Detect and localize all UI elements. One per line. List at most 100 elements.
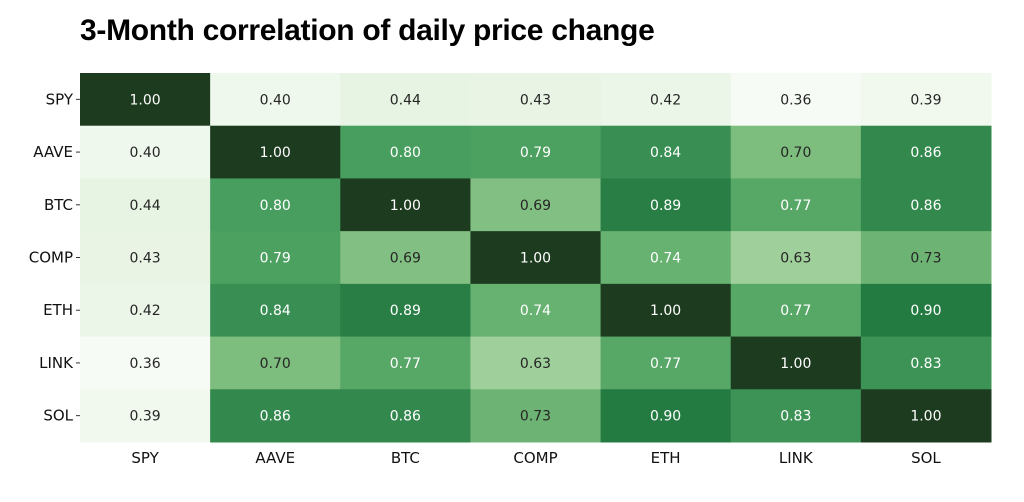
cell-value-label: 1.00: [260, 145, 291, 161]
heatmap-cell-btc-spy: [80, 178, 211, 232]
cell-value-labels: 1.00 0.40 0.44 0.43 0.42 0.36 0.39 0.40 1.00 0.80…: [129, 92, 941, 424]
x-tick-label-eth: ETH: [651, 449, 681, 467]
cell-value-label: 0.63: [520, 356, 551, 372]
heatmap-cell-spy-link: [730, 73, 862, 127]
heatmap-cell-comp-spy: [80, 231, 211, 285]
y-tick-label-link: LINK: [39, 354, 74, 372]
cell-value-label: 0.40: [129, 145, 160, 161]
cell-value-label: 0.77: [780, 303, 811, 319]
heatmap-cell-btc-comp: [470, 178, 602, 232]
cell-value-label: 1.00: [129, 92, 160, 108]
cell-value-label: 0.83: [910, 356, 941, 372]
cell-value-label: 0.86: [910, 198, 941, 214]
cell-value-label: 1.00: [650, 303, 681, 319]
heatmap-cell-link-btc: [340, 336, 471, 390]
cell-value-label: 0.86: [910, 145, 941, 161]
cell-value-label: 0.39: [910, 92, 941, 108]
cell-value-label: 1.00: [390, 198, 421, 214]
cell-value-label: 0.84: [650, 145, 681, 161]
heatmap-cell-link-aave: [210, 336, 341, 390]
cell-value-label: 0.77: [390, 356, 421, 372]
heatmap-cell-sol-comp: [470, 389, 602, 443]
x-tick-label-sol: SOL: [911, 449, 941, 467]
y-tick-label-eth: ETH: [43, 301, 73, 319]
heatmap-cell-sol-spy: [80, 389, 211, 443]
cell-value-label: 0.70: [260, 356, 291, 372]
heatmap-cell-eth-link: [730, 283, 862, 338]
heatmap-cell-spy-spy: [80, 73, 211, 127]
cell-value-label: 0.83: [780, 409, 811, 425]
heatmap-cell-btc-eth: [600, 178, 732, 232]
cell-value-label: 0.79: [520, 145, 551, 161]
cell-value-label: 0.90: [910, 303, 941, 319]
heatmap-cell-spy-eth: [600, 73, 732, 127]
cell-value-label: 0.86: [260, 409, 291, 425]
cell-value-label: 0.80: [260, 198, 291, 214]
cell-value-label: 0.43: [520, 92, 551, 108]
y-tick-label-btc: BTC: [44, 196, 73, 214]
heatmap-cell-spy-sol: [860, 73, 992, 127]
heatmap-cell-comp-aave: [210, 231, 341, 285]
cell-value-label: 0.74: [520, 303, 551, 319]
heatmap-cell-eth-aave: [210, 283, 341, 338]
cell-value-label: 0.90: [650, 409, 681, 425]
cell-value-label: 0.73: [910, 251, 941, 267]
heatmap-cell-aave-eth: [600, 125, 732, 179]
cell-value-label: 0.44: [390, 92, 421, 108]
heatmap-cell-link-link: [730, 336, 862, 390]
cell-value-label: 0.79: [260, 251, 291, 267]
heatmap-cell-spy-aave: [210, 73, 341, 127]
cell-value-label: 0.77: [650, 356, 681, 372]
heatmap-cell-aave-comp: [470, 125, 602, 179]
cell-value-label: 0.42: [129, 303, 160, 319]
heatmap-cell-link-eth: [600, 336, 732, 390]
heatmap-cells: [80, 73, 992, 443]
y-tick-label-comp: COMP: [29, 249, 73, 267]
heatmap-cell-link-sol: [860, 336, 992, 390]
heatmap-cell-spy-comp: [470, 73, 602, 127]
heatmap-cell-link-comp: [470, 336, 602, 390]
heatmap-cell-aave-spy: [80, 125, 211, 179]
cell-value-label: 0.42: [650, 92, 681, 108]
cell-value-label: 1.00: [520, 251, 551, 267]
heatmap-cell-sol-link: [730, 389, 862, 443]
cell-value-label: 0.36: [129, 356, 160, 372]
heatmap-cell-comp-link: [730, 231, 862, 285]
cell-value-label: 0.86: [390, 409, 421, 425]
cell-value-label: 0.63: [780, 251, 811, 267]
cell-value-label: 0.40: [260, 92, 291, 108]
cell-value-label: 0.74: [650, 251, 681, 267]
cell-value-label: 1.00: [910, 409, 941, 425]
heatmap-cell-sol-sol: [860, 389, 992, 443]
cell-value-label: 0.89: [650, 198, 681, 214]
y-tick-label-sol: SOL: [43, 407, 73, 425]
heatmap-cell-btc-sol: [860, 178, 992, 232]
cell-value-label: 0.77: [780, 198, 811, 214]
y-tick-label-spy: SPY: [46, 90, 74, 108]
x-tick-label-spy: SPY: [131, 449, 159, 467]
heatmap-cell-btc-btc: [340, 178, 471, 232]
heatmap-cell-spy-btc: [340, 73, 471, 127]
heatmap-cell-eth-sol: [860, 283, 992, 338]
heatmap-cell-sol-aave: [210, 389, 341, 443]
heatmap-cell-comp-sol: [860, 231, 992, 285]
cell-value-label: 0.69: [520, 198, 551, 214]
heatmap-cell-comp-comp: [470, 231, 602, 285]
heatmap-cell-aave-sol: [860, 125, 992, 179]
cell-value-label: 0.39: [129, 409, 160, 425]
heatmap-cell-eth-eth: [600, 283, 732, 338]
y-axis: SPY AAVE BTC COMP ETH LINK SOL: [29, 90, 80, 425]
heatmap-cell-btc-aave: [210, 178, 341, 232]
heatmap-cell-eth-comp: [470, 283, 602, 338]
x-tick-label-aave: AAVE: [255, 449, 295, 467]
cell-value-label: 0.36: [780, 92, 811, 108]
y-tick-label-aave: AAVE: [33, 143, 73, 161]
heatmap-cell-aave-link: [730, 125, 862, 179]
chart-title: 3-Month correlation of daily price chang…: [80, 14, 655, 47]
heatmap-cell-sol-eth: [600, 389, 732, 443]
cell-value-label: 0.73: [520, 409, 551, 425]
cell-value-label: 0.44: [129, 198, 160, 214]
heatmap-cell-aave-btc: [340, 125, 471, 179]
cell-value-label: 1.00: [780, 356, 811, 372]
